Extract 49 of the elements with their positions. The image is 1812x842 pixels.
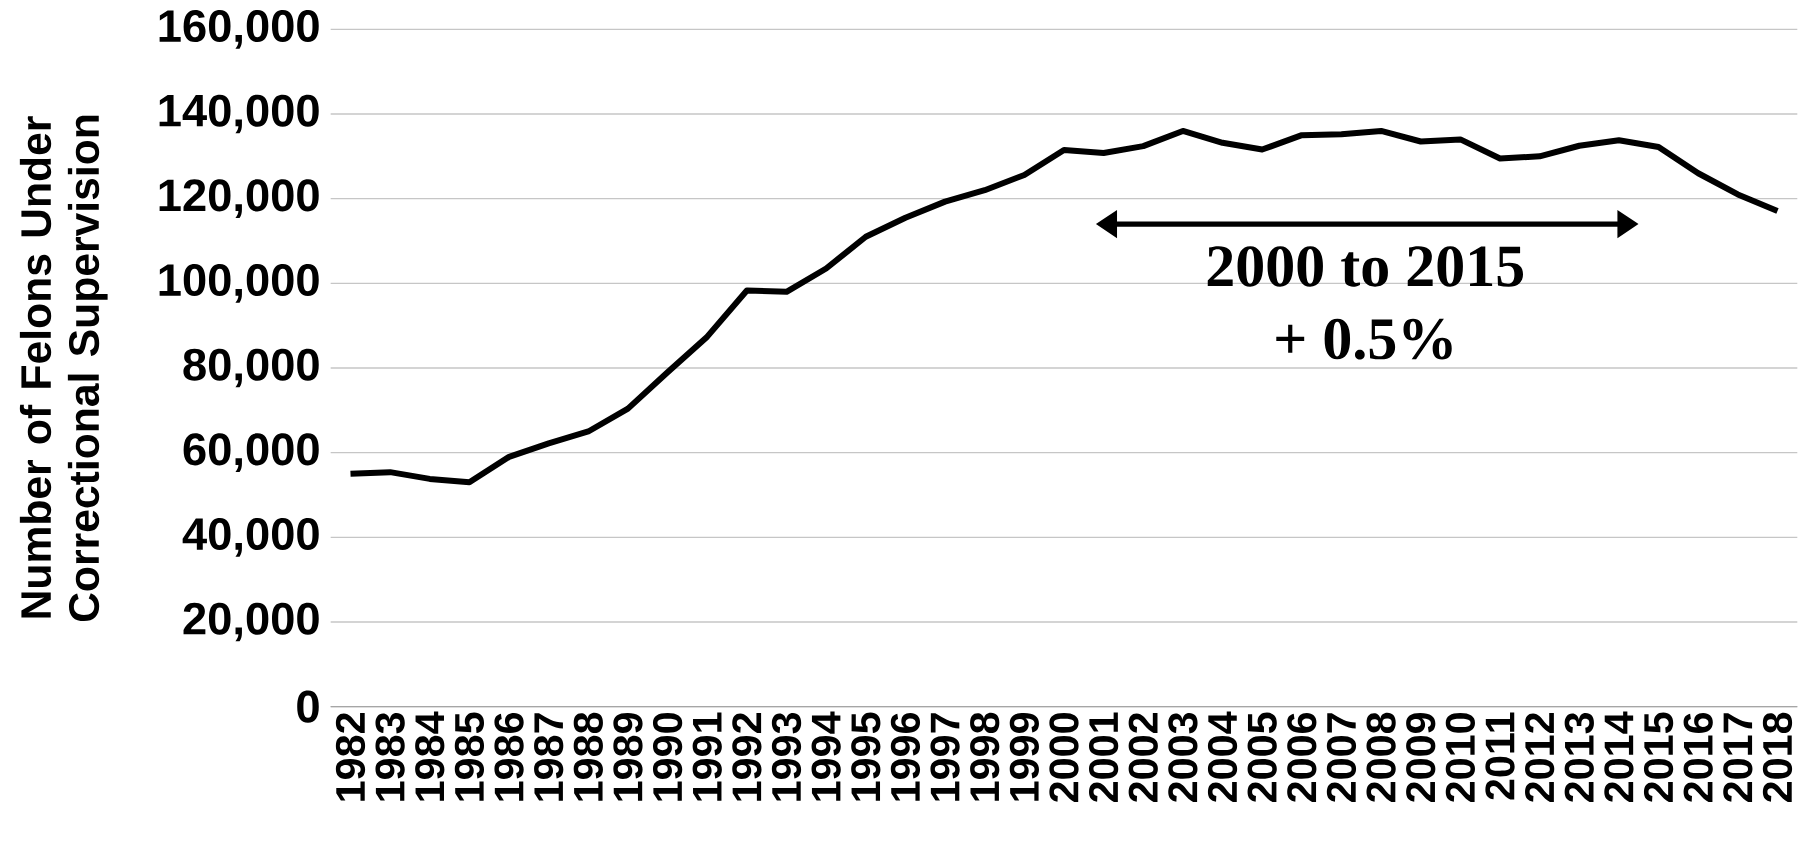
x-tick-label: 2007 [1326,713,1357,802]
x-tick-label: 2016 [1683,712,1713,802]
y-tick-label: 60,000 [183,433,319,473]
x-tick-label: 2006 [1287,712,1317,802]
x-tick-label: 1996 [890,712,921,801]
x-tick-label: 2014 [1604,711,1634,802]
x-tick-label: 2002 [1128,713,1158,802]
x-tick-label: 1999 [1009,712,1039,801]
x-tick-label: 1997 [930,713,960,801]
x-tick-label: 1995 [851,712,881,801]
x-tick-label: 1985 [454,712,485,801]
x-tick-label: 2011 [1485,712,1515,800]
y-tick-label: 140,000 [159,94,319,134]
y-tick-label: 100,000 [159,263,319,303]
x-tick-label: 1982 [335,713,366,801]
x-tick-label: 1993 [771,712,802,801]
x-tick-label: 2012 [1525,713,1555,802]
x-tick-label: 2017 [1723,713,1753,802]
x-tick-label: 1992 [732,713,762,801]
x-tick-label: 2000 [1049,713,1079,802]
x-tick-label: 2015 [1643,712,1674,802]
y-tick-label: 40,000 [182,517,319,557]
x-tick-label: 2010 [1445,713,1475,802]
x-tick-label: 1998 [970,712,1000,801]
x-tick-label: 1991 [692,712,722,801]
x-tick-label: 1988 [573,712,603,801]
annotation: 2000 to 2015 [1207,246,1524,287]
annotation: + 0.5% [1276,318,1452,360]
y-tick-label: 160,000 [159,9,319,49]
y-tick-label: 0 [297,690,319,723]
x-tick-label: 2001 [1089,712,1119,802]
x-tick-label: 1984 [415,711,445,801]
x-tick-label: 2009 [1406,712,1436,802]
x-tick-label: 1994 [811,711,841,801]
y-axis-title: Number of Felons Under Correctional Supervision [19,115,108,622]
y-tick-label: 20,000 [183,602,319,642]
x-tick-label: 2013 [1564,712,1594,802]
y-tick-label: 80,000 [183,348,319,388]
x-tick-label: 2005 [1247,712,1277,802]
x-tick-label: 2004 [1207,711,1238,802]
x-tick-label: 1983 [375,712,405,801]
y-tick-label: 120,000 [159,179,319,218]
x-tick-label: 1987 [534,713,564,801]
x-tick-label: 1990 [652,713,683,801]
x-tick-label: 2008 [1366,712,1396,802]
x-tick-label: 1986 [494,712,524,801]
x-tick-label: 1989 [613,712,643,801]
x-tick-label: 2003 [1168,712,1198,802]
x-tick-label: 2018 [1762,712,1793,802]
